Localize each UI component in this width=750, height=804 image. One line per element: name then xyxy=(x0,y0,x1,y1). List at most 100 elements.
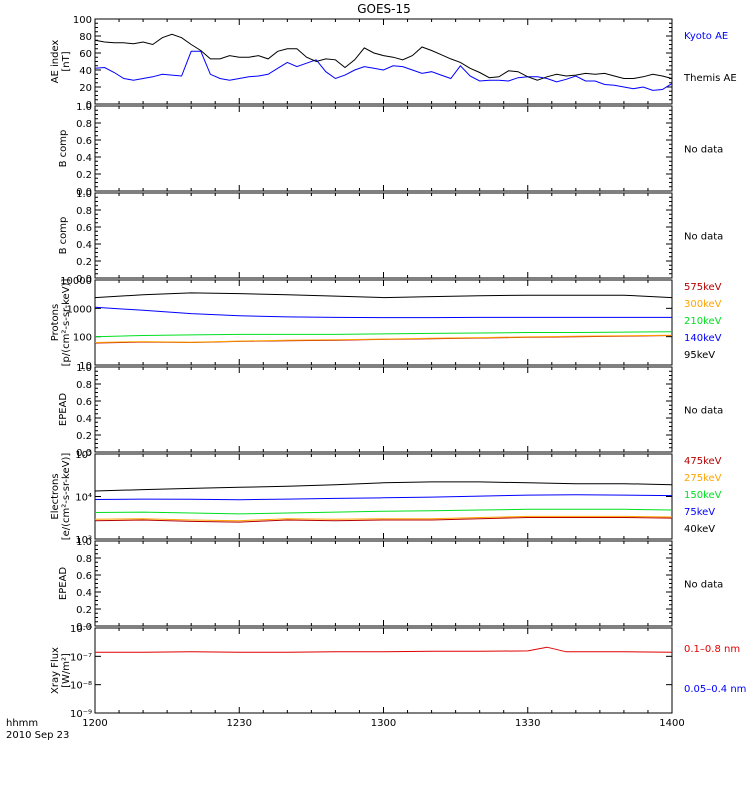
panel-frame xyxy=(94,540,673,627)
time-tick-label: 1330 xyxy=(515,718,540,729)
y-tick-label: 40 xyxy=(79,66,92,77)
time-axis-label-date: 2010 Sep 23 xyxy=(6,730,69,741)
series-line-95keV xyxy=(94,292,673,299)
y-tick-label: 1.0 xyxy=(76,102,92,113)
panels: 0 20 40 60 80 100 AE index [nT] Kyoto AE Themis A… xyxy=(50,15,746,720)
y-tick-label: 1000 xyxy=(67,304,92,315)
panel-frame xyxy=(94,279,673,366)
panel-xray: 10⁻⁹ 10⁻⁸ 10⁻⁷ 10⁻⁶ Xray Flux [W/m²] 0.1–0.8 n… xyxy=(50,624,746,720)
y-tick-label: 1.0 xyxy=(76,363,92,374)
time-tick-label: 1400 xyxy=(659,718,684,729)
y-tick-label: 100 xyxy=(73,15,92,26)
series-line-0.1–0.8 nm xyxy=(95,646,673,653)
legend-label-0.1–0.8 nm: 0.1–0.8 nm xyxy=(684,644,740,655)
y-tick-label: 0.0 xyxy=(76,187,92,198)
y-axis-unit-label: [nT] xyxy=(61,51,72,71)
y-tick-label: 0.2 xyxy=(76,257,92,268)
y-axis-label: Electrons xyxy=(50,473,61,519)
panel-epead2: 0.0 0.2 0.4 0.6 0.8 1.0 EPEAD No data xyxy=(58,537,723,633)
y-tick-label: 10⁴ xyxy=(75,493,92,504)
panel-frame xyxy=(94,366,673,453)
time-axis-label-hhmm: hhmm xyxy=(6,718,38,729)
panel-frame xyxy=(94,192,673,279)
time-axis: hhmm 2010 Sep 23 1200 1230 1300 1330 1400 xyxy=(6,718,685,741)
y-tick-label: 1.0 xyxy=(76,537,92,548)
y-tick-label: 10⁻⁸ xyxy=(70,681,92,692)
y-tick-label: 0.6 xyxy=(76,571,92,582)
y-tick-label: 1.0 xyxy=(76,189,92,200)
y-tick-label: 0.0 xyxy=(76,448,92,459)
y-tick-label: 80 xyxy=(79,32,92,43)
y-tick-label: 0.4 xyxy=(76,240,92,251)
plot-title: GOES-15 xyxy=(357,2,411,16)
series-line-210keV xyxy=(94,331,673,338)
y-axis-label: Xray Flux xyxy=(50,647,61,694)
y-tick-label: 0.2 xyxy=(76,605,92,616)
series-line-40keV xyxy=(94,481,673,492)
panel-frame xyxy=(94,627,673,714)
no-data-label: No data xyxy=(684,580,723,591)
y-tick-label: 0.4 xyxy=(76,153,92,164)
y-tick-label: 10⁻⁶ xyxy=(70,624,92,635)
series-line-75keV xyxy=(94,494,673,501)
y-axis-unit-label: [p/(cm²-s-sr-keV)] xyxy=(61,279,72,367)
legend-label-Themis AE: Themis AE xyxy=(683,73,737,84)
series-line-Kyoto AE xyxy=(94,50,673,91)
y-tick-label: 0.4 xyxy=(76,414,92,425)
y-tick-label: 0.8 xyxy=(76,119,92,130)
y-tick-label: 0.6 xyxy=(76,397,92,408)
panel-epead1: 0.0 0.2 0.4 0.6 0.8 1.0 EPEAD No data xyxy=(58,363,723,459)
y-axis-label: B comp xyxy=(58,217,69,255)
series-line-150keV xyxy=(94,508,673,515)
legend-label-210keV: 210keV xyxy=(684,316,722,327)
series-line-300keV xyxy=(94,334,673,343)
y-tick-label: 60 xyxy=(79,49,92,60)
y-tick-label: 10⁻⁹ xyxy=(70,709,92,720)
legend-label-95keV: 95keV xyxy=(684,350,715,361)
y-tick-label: 0.6 xyxy=(76,136,92,147)
legend-label-140keV: 140keV xyxy=(684,333,722,344)
y-tick-label: 0.0 xyxy=(76,622,92,633)
y-tick-label: 0.8 xyxy=(76,206,92,217)
y-tick-label: 10 xyxy=(79,361,92,372)
time-tick-label: 1300 xyxy=(371,718,396,729)
no-data-label: No data xyxy=(684,232,723,243)
panel-b2: 0.0 0.2 0.4 0.6 0.8 1.0 B comp No data xyxy=(58,189,723,285)
legend-label-75keV: 75keV xyxy=(684,507,715,518)
y-tick-label: 100 xyxy=(73,333,92,344)
legend-label-Kyoto AE: Kyoto AE xyxy=(684,31,728,42)
y-axis-label: B comp xyxy=(58,130,69,168)
y-tick-label: 0.8 xyxy=(76,554,92,565)
y-tick-label: 0.8 xyxy=(76,380,92,391)
series-line-275keV xyxy=(94,515,673,522)
y-tick-label: 0.0 xyxy=(76,274,92,285)
panel-frame xyxy=(94,453,673,540)
legend-label-275keV: 275keV xyxy=(684,473,722,484)
legend-label-40keV: 40keV xyxy=(684,524,715,535)
series-line-475keV xyxy=(94,517,673,523)
no-data-label: No data xyxy=(684,406,723,417)
panel-frame xyxy=(94,105,673,192)
y-axis-label: AE index xyxy=(50,40,61,84)
legend-label-300keV: 300keV xyxy=(684,299,722,310)
y-tick-label: 10⁻⁷ xyxy=(70,652,92,663)
series-line-140keV xyxy=(94,306,672,319)
time-tick-label: 1230 xyxy=(227,718,252,729)
legend-label-0.05–0.4 nm: 0.05–0.4 nm xyxy=(684,684,746,695)
y-tick-label: 10³ xyxy=(75,535,92,546)
legend-label-575keV: 575keV xyxy=(684,282,722,293)
time-tick-label: 1200 xyxy=(82,718,107,729)
legend-label-150keV: 150keV xyxy=(684,490,722,501)
y-tick-label: 0.2 xyxy=(76,170,92,181)
panel-electrons: 10³ 10⁴ 10⁵ Electrons [e/(cm²-s-sr-keV)] 475k… xyxy=(50,450,722,546)
y-tick-label: 10000 xyxy=(60,276,92,287)
y-tick-label: 0.4 xyxy=(76,588,92,599)
y-axis-label: Protons xyxy=(50,304,61,341)
panel-protons: 10 100 1000 10000 Protons [p/(cm²-s-sr-keV)] 5… xyxy=(50,276,722,372)
y-axis-unit-label: [e/(cm²-s-sr-keV)] xyxy=(61,453,72,541)
y-tick-label: 0.6 xyxy=(76,223,92,234)
y-axis-label: EPEAD xyxy=(58,393,69,427)
no-data-label: No data xyxy=(684,145,723,156)
